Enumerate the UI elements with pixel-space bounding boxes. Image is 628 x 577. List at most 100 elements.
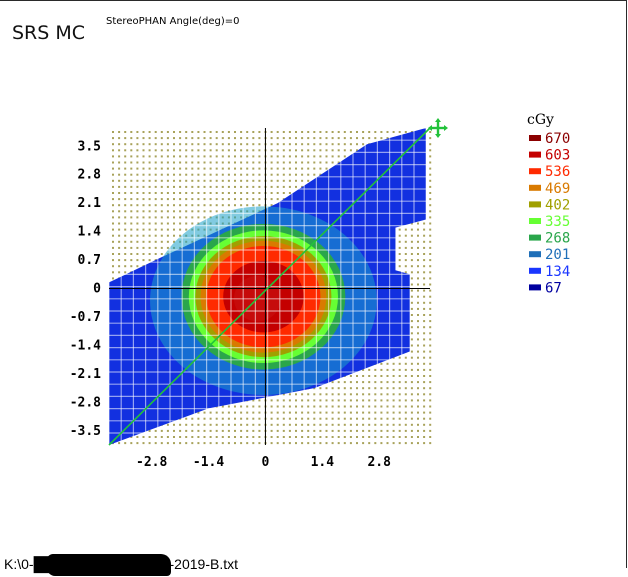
grid-dot [240,155,243,158]
grid-dot [185,442,188,445]
grid-dot [130,265,133,268]
grid-dot [362,368,365,371]
grid-dot [374,423,377,426]
grid-dot [112,259,114,262]
grid-dot [112,185,114,188]
grid-dot [423,350,426,353]
grid-dot [258,411,261,414]
grid-dot [191,216,194,219]
grid-dot [209,185,212,188]
grid-dot [136,204,139,207]
grid-dot [215,137,218,140]
grid-dot [423,253,426,255]
grid-dot [240,149,243,152]
grid-dot [154,210,157,213]
grid-dot [319,131,322,133]
grid-dot [423,405,426,408]
grid-dot [227,131,230,133]
grid-dot [404,442,407,445]
grid-dot [319,405,322,408]
grid-dot [148,149,151,152]
grid-dot [185,228,188,231]
legend-swatch [529,201,541,208]
grid-dot [221,149,224,152]
grid-dot [227,423,230,426]
grid-dot [258,167,261,170]
grid-dot [368,137,371,140]
grid-dot [246,167,249,170]
grid-dot [307,179,310,182]
grid-dot [410,387,413,390]
grid-dot [417,393,419,396]
grid-dot [410,393,413,396]
grid-dot [191,155,194,158]
x-tick-label: 1.4 [311,455,335,470]
dose-heatmap-chart[interactable]: -2.8 -1.4 0 1.4 2.8 3.5 2.8 2.1 1.4 0.7 0 -0.7 -1.4… [0,0,628,540]
grid-dot [392,423,395,426]
grid-dot [112,137,114,140]
grid-dot [423,356,426,359]
grid-dot [313,442,316,445]
grid-dot [380,429,383,432]
grid-dot [136,173,139,176]
grid-dot [173,429,175,432]
grid-dot [130,259,133,262]
grid-dot [166,228,169,231]
grid-dot [331,137,334,140]
grid-dot [374,417,377,420]
grid-dot [191,423,194,426]
legend-swatch [529,284,541,291]
grid-dot [356,137,358,140]
grid-dot [429,436,432,438]
grid-dot [124,265,127,268]
grid-dot [270,423,273,426]
grid-dot [398,436,401,438]
grid-dot [356,436,358,438]
grid-dot [429,161,432,164]
grid-dot [234,131,236,133]
grid-dot [319,393,322,396]
grid-dot [288,399,291,402]
grid-dot [423,399,426,402]
grid-dot [276,198,279,201]
plot-subtitle: StereoPHAN Angle(deg)=0 [106,16,240,27]
grid-dot [398,423,401,426]
grid-dot [319,423,322,426]
grid-dot [301,161,304,164]
grid-dot [349,436,352,438]
grid-dot [234,149,236,152]
grid-dot [398,405,401,408]
grid-dot [197,216,200,219]
grid-dot [429,222,432,225]
grid-dot [166,234,169,237]
grid-dot [417,362,419,365]
grid-dot [240,161,243,164]
grid-dot [252,204,255,207]
grid-dot [295,137,297,140]
grid-dot [130,137,133,140]
grid-dot [203,192,206,194]
grid-dot [288,155,291,158]
grid-dot [227,436,230,438]
grid-dot [166,167,169,170]
grid-dot [429,283,432,286]
grid-dot [288,436,291,438]
grid-dot [429,350,432,353]
grid-dot [380,411,383,414]
grid-dot [337,393,340,396]
grid-dot [410,381,413,384]
grid-dot [270,173,273,176]
grid-dot [301,137,304,140]
grid-dot [142,198,145,201]
grid-dot [258,429,261,432]
grid-dot [386,423,389,426]
grid-dot [404,375,407,377]
grid-dot [252,137,255,140]
grid-dot [221,167,224,170]
grid-dot [258,417,261,420]
grid-dot [203,442,206,445]
grid-dot [227,429,230,432]
grid-dot [404,393,407,396]
grid-dot [276,399,279,402]
grid-dot [240,143,243,146]
